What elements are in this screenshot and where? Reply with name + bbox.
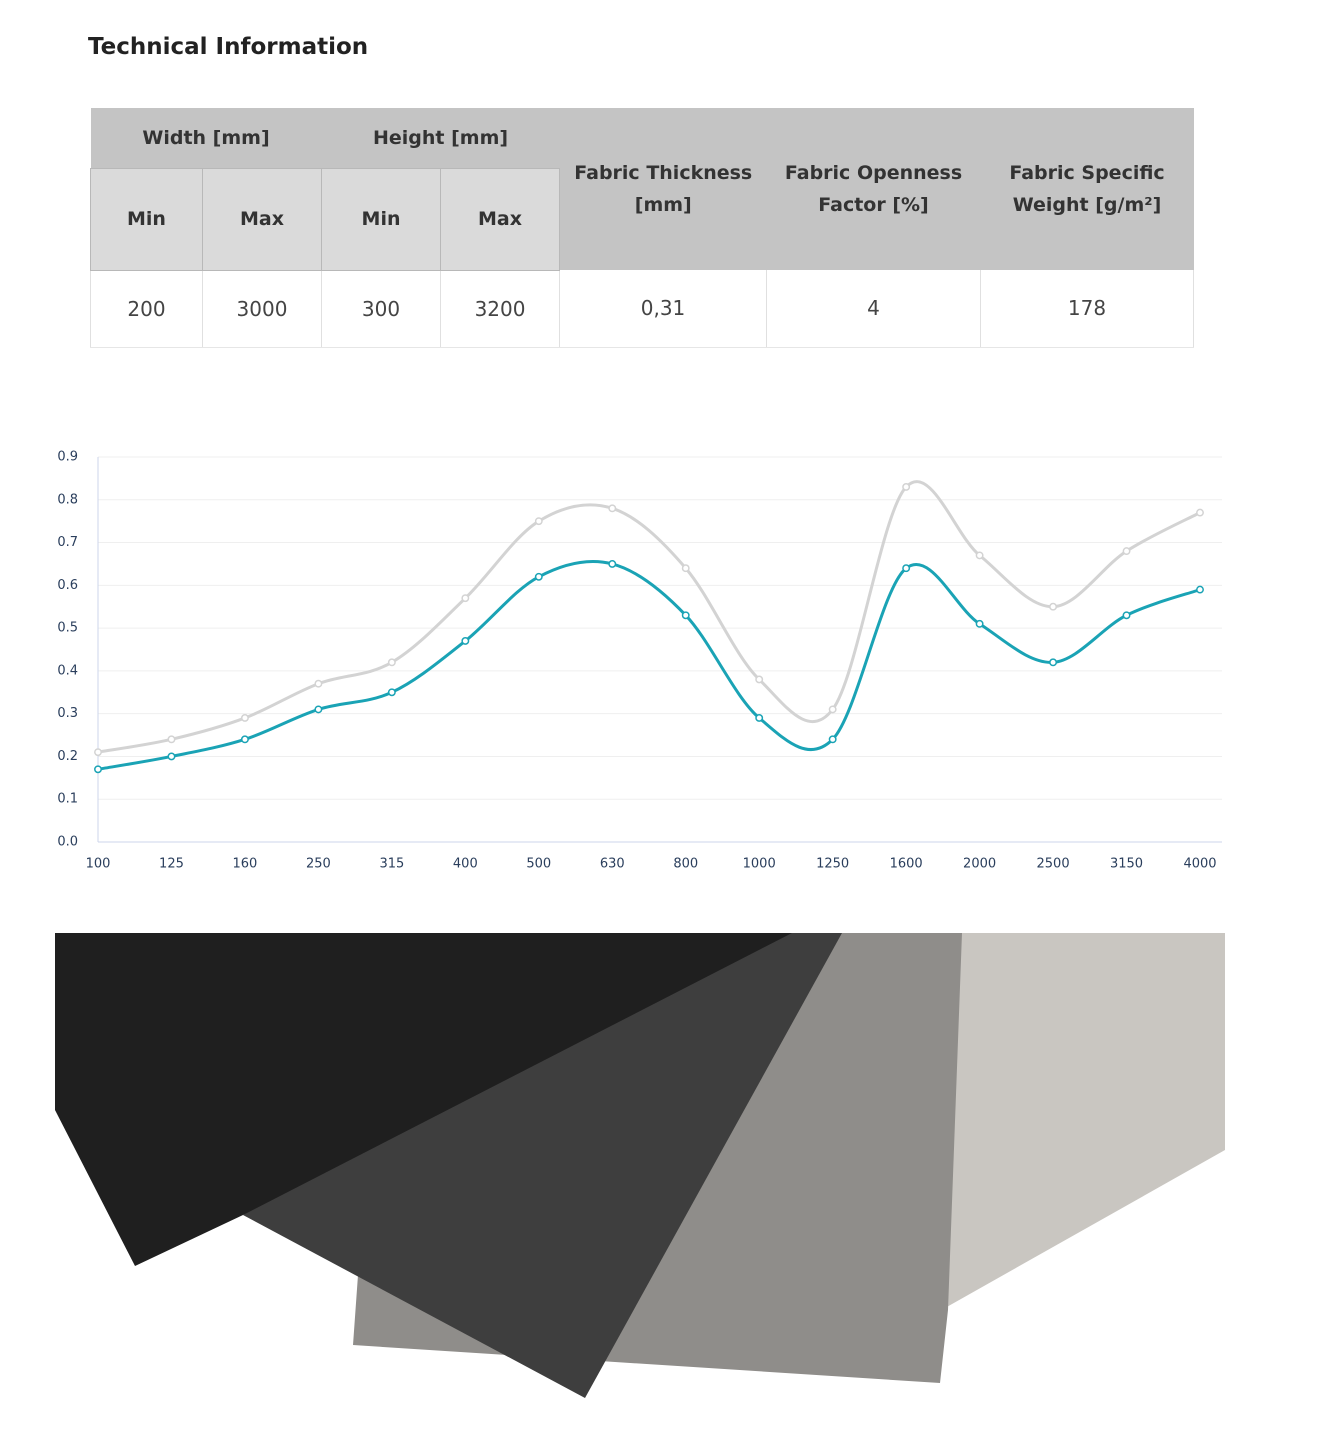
header-cell: Width [mm] (90, 108, 322, 168)
data-point (1049, 602, 1058, 611)
data-point (461, 594, 470, 603)
y-tick-label: 0.1 (57, 792, 78, 807)
cell: 300 (321, 270, 442, 348)
y-tick-label: 0.2 (57, 749, 78, 764)
data-point (240, 735, 249, 744)
sub-header-cell: Min (90, 167, 203, 271)
y-tick-label: 0.7 (57, 535, 78, 550)
y-tick-label: 0.8 (57, 492, 78, 507)
y-tick-label: 0.6 (57, 578, 78, 593)
data-point (1122, 611, 1131, 620)
y-tick-label: 0.0 (57, 835, 78, 850)
x-tick-label: 1600 (890, 857, 923, 872)
cell: 178 (980, 270, 1195, 348)
x-tick-label: 160 (233, 857, 258, 872)
data-point (1196, 585, 1204, 594)
data-point (94, 748, 102, 757)
fabric-swatch (55, 933, 792, 1266)
data-point (902, 564, 911, 573)
data-point (534, 572, 543, 581)
fabric-swatch (243, 933, 842, 1398)
data-point (755, 713, 764, 722)
y-tick-label: 0.5 (57, 621, 78, 636)
data-point (975, 551, 984, 560)
x-tick-label: 630 (600, 857, 625, 872)
data-point (828, 705, 837, 714)
data-point (167, 752, 176, 761)
x-tick-label: 500 (526, 857, 551, 872)
cell: 3200 (440, 270, 561, 348)
cell: 0,31 (559, 270, 768, 348)
data-point (314, 705, 323, 714)
y-tick-label: 0.4 (57, 663, 78, 678)
data-point (1196, 508, 1204, 517)
data-point (608, 504, 617, 513)
fabric-swatch (945, 933, 1225, 1308)
data-point (681, 564, 690, 573)
data-point (94, 765, 102, 774)
header-cell: Fabric Openness Factor [%] (766, 108, 981, 270)
x-tick-label: 250 (306, 857, 331, 872)
x-tick-label: 400 (453, 857, 478, 872)
data-point (387, 658, 396, 667)
x-tick-label: 1000 (743, 857, 776, 872)
data-point (681, 611, 690, 620)
x-tick-label: 4000 (1183, 857, 1216, 872)
data-point (1049, 658, 1058, 667)
data-point (608, 559, 617, 568)
data-point (167, 735, 176, 744)
data-point (314, 679, 323, 688)
header-cell: Fabric Thickness [mm] (559, 108, 767, 270)
x-tick-label: 315 (379, 857, 404, 872)
cell: 200 (90, 270, 203, 348)
sub-header-cell: Max (201, 167, 323, 271)
x-tick-label: 125 (159, 857, 184, 872)
y-tick-label: 0.3 (57, 706, 78, 721)
data-point (534, 517, 543, 526)
x-tick-label: 2500 (1037, 857, 1070, 872)
x-tick-label: 2000 (963, 857, 996, 872)
data-point (828, 735, 837, 744)
cell: 3000 (201, 270, 323, 348)
sub-header-cell: Min (321, 167, 442, 271)
x-tick-label: 3150 (1110, 857, 1143, 872)
x-tick-label: 800 (673, 857, 698, 872)
header-cell: Height [mm] (321, 108, 560, 168)
data-point (755, 675, 764, 684)
series-line (97, 559, 1201, 771)
x-tick-label: 1250 (816, 857, 849, 872)
fabric-samples-image (55, 933, 1225, 1398)
y-tick-label: 0.9 (57, 450, 78, 465)
x-tick-label: 100 (86, 857, 111, 872)
section-title: Technical Information (88, 34, 369, 60)
series-line (97, 480, 1201, 754)
data-point (975, 619, 984, 628)
sub-header-cell: Max (440, 167, 561, 271)
data-point (387, 688, 396, 697)
data-point (1122, 547, 1131, 556)
header-cell: Fabric Specific Weight [g/m²] (980, 108, 1194, 270)
data-point (902, 482, 911, 491)
data-point (461, 636, 470, 645)
data-point (240, 713, 249, 722)
cell: 4 (766, 270, 982, 348)
spec-table: Width [mm] Height [mm] Fabric Thickness … (90, 108, 1195, 348)
